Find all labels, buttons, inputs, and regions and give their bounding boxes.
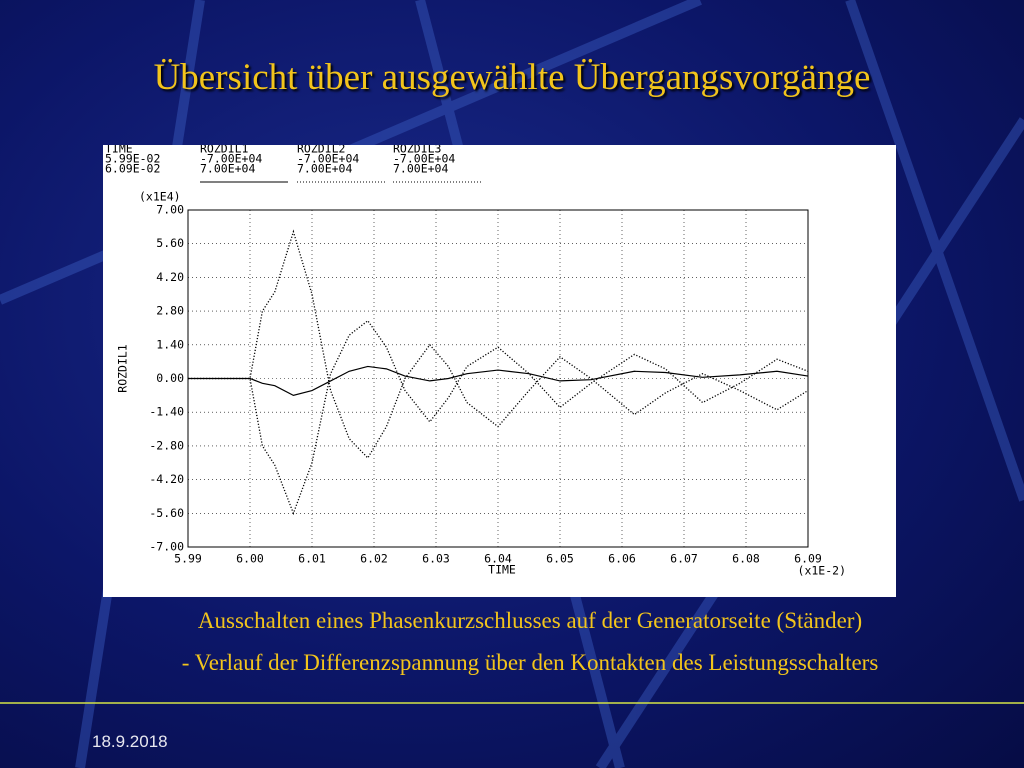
- x-tick-label: 6.08: [732, 552, 760, 566]
- y-axis-label: ROZDIL1: [116, 344, 130, 393]
- y-tick-label: 7.00: [156, 203, 184, 217]
- slide-title: Übersicht über ausgewählte Übergangsvorg…: [153, 57, 871, 98]
- x-tick-label: 6.03: [422, 552, 450, 566]
- y-unit: (x1E4): [139, 190, 181, 204]
- y-tick-label: 1.40: [156, 337, 184, 351]
- y-tick-label: 5.60: [156, 236, 184, 250]
- x-tick-label: 6.05: [546, 552, 574, 566]
- x-tick-label: 6.09: [794, 552, 822, 566]
- table-cell: -7.00E+04: [200, 152, 262, 166]
- y-tick-label: 4.20: [156, 270, 184, 284]
- y-tick-label: -2.80: [149, 438, 184, 452]
- table-cell: 7.00E+04: [393, 162, 448, 176]
- table-cell: -7.00E+04: [393, 152, 455, 166]
- y-tick-label: -1.40: [149, 405, 184, 419]
- table-cell: 7.00E+04: [200, 162, 255, 176]
- x-tick-label: 5.99: [174, 552, 202, 566]
- table-cell: 6.09E-02: [105, 162, 160, 176]
- table-header: ROZDIL3: [393, 145, 442, 156]
- x-tick-label: 6.00: [236, 552, 264, 566]
- y-tick-label: -5.60: [149, 506, 184, 520]
- table-header: ROZDIL1: [200, 145, 249, 156]
- y-tick-label: -7.00: [149, 540, 184, 554]
- table-cell: 7.00E+04: [297, 162, 352, 176]
- x-tick-label: 6.07: [670, 552, 698, 566]
- y-tick-label: 2.80: [156, 304, 184, 318]
- table-cell: -7.00E+04: [297, 152, 359, 166]
- chart: TIME ROZDIL1 ROZDIL2 ROZDIL3 5.99E-02 -7.00E+…: [103, 145, 896, 597]
- date: 18.9.2018: [92, 732, 168, 751]
- table-header: ROZDIL2: [297, 145, 345, 156]
- series-line: [188, 319, 809, 516]
- caption: Ausschalten eines Phasenkurzschlusses au…: [197, 608, 863, 633]
- y-tick-label: -4.20: [149, 472, 184, 486]
- table-header: TIME: [105, 145, 133, 156]
- x-tick-label: 6.02: [360, 552, 388, 566]
- series-line: [188, 365, 809, 396]
- x-tick-label: 6.01: [298, 552, 326, 566]
- x-tick-label: 6.04: [484, 552, 512, 566]
- x-tick-label: 6.06: [608, 552, 636, 566]
- x-axis-label: TIME: [488, 563, 516, 577]
- caption: - Verlauf der Differenzspannung über den…: [181, 650, 879, 675]
- table-cell: 5.99E-02: [105, 152, 160, 166]
- x-unit: (x1E-2): [798, 564, 846, 578]
- y-tick-label: 0.00: [156, 371, 184, 385]
